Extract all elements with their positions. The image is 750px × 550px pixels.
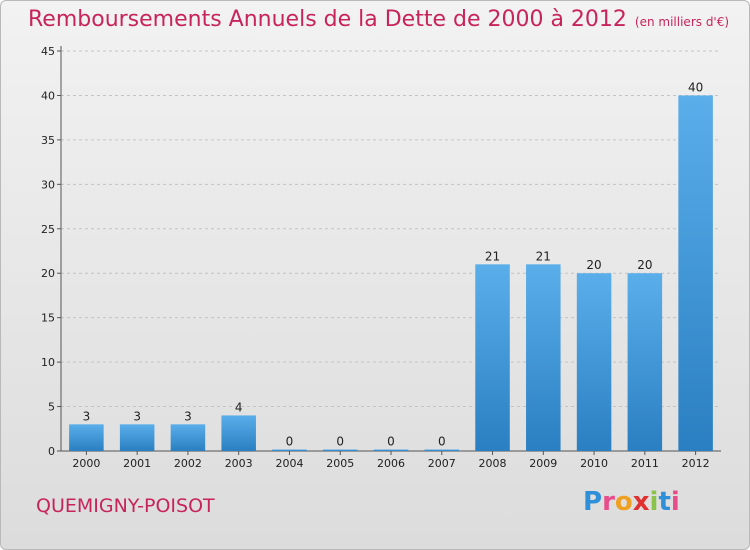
bar [526,264,561,451]
x-tick-label: 2009 [529,457,557,470]
x-tick-label: 2005 [326,457,354,470]
logo-letter: o [614,487,633,517]
y-tick-label: 0 [48,445,55,458]
data-label: 20 [637,258,652,272]
data-label: 0 [286,435,294,449]
y-tick-labels: 0 5 10 15 20 25 30 35 40 45 [41,45,55,458]
bar [69,424,104,451]
bar [322,449,358,451]
logo-letter: P [583,487,603,517]
y-tick-label: 35 [41,134,55,147]
y-tick-label: 20 [41,267,55,280]
bar [576,273,612,451]
grid-lines [61,50,721,408]
x-tick-label: 2012 [682,457,710,470]
data-label: 3 [83,409,91,423]
logo-letter: x [632,487,650,517]
y-tick-label: 15 [41,312,55,325]
x-tick-label: 2004 [275,457,303,470]
commune-name: QUEMIGNY-POISOT [36,495,215,517]
x-tick-label: 2000 [72,457,100,470]
x-tick-label: 2006 [377,457,405,470]
y-tick-label: 10 [41,356,55,369]
bars [69,95,713,451]
logo-letter: t [658,487,671,517]
data-label: 21 [485,249,500,263]
data-label: 4 [235,400,243,414]
x-tick-label: 2008 [479,457,507,470]
data-label: 40 [688,80,703,94]
x-tick-label: 2001 [123,457,151,470]
chart-subtitle: (en milliers d'€) [634,15,730,29]
bar [221,415,256,451]
proxiti-logo: Proxiti [583,487,680,517]
data-label: 20 [586,258,601,272]
y-tick-label: 30 [41,178,55,191]
bar [424,449,460,451]
bar [119,424,155,451]
logo-letter: i [670,487,680,517]
bar [678,95,713,451]
y-tick-label: 5 [48,401,55,414]
logo-letter: r [602,487,615,517]
data-label: 3 [184,409,192,423]
data-label: 0 [438,435,446,449]
x-tick-label: 2003 [225,457,253,470]
data-label: 0 [387,435,395,449]
x-tick-label: 2002 [174,457,202,470]
logo-letter: i [649,487,659,517]
x-tick-label: 2010 [580,457,608,470]
bar [373,449,409,451]
data-label: 0 [336,435,344,449]
chart-title-text: Remboursements Annuels de la Dette de 20… [28,7,627,32]
bar [627,273,663,451]
y-tick-label: 45 [41,45,55,58]
bar [272,449,307,451]
chart-title: Remboursements Annuels de la Dette de 20… [28,7,729,32]
bar [475,264,510,451]
x-tick-labels: 2000 2001 2002 2003 2004 2005 2006 2007 2008 2009… [72,457,709,470]
data-label: 21 [536,249,551,263]
x-tick-label: 2011 [631,457,659,470]
bar [170,424,206,451]
y-tick-label: 40 [41,89,55,102]
data-label: 3 [133,409,141,423]
axes [57,46,721,455]
x-tick-label: 2007 [428,457,456,470]
y-tick-label: 25 [41,223,55,236]
